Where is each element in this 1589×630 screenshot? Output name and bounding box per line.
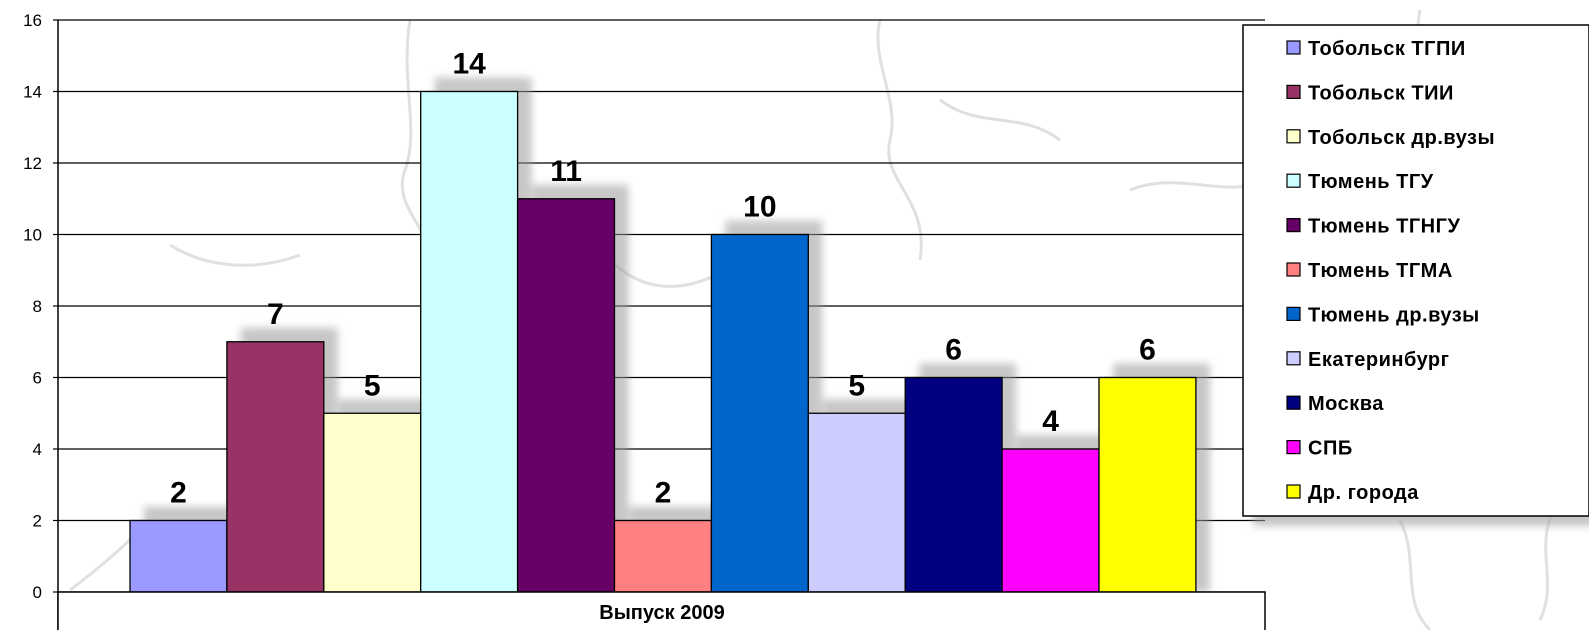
y-tick-label: 8	[33, 297, 42, 316]
legend-label: Тобольск др.вузы	[1308, 127, 1495, 149]
bar-value-label: 11	[550, 155, 582, 188]
legend-swatch	[1286, 306, 1301, 321]
y-tick-label: 4	[33, 440, 42, 459]
bar	[904, 376, 1003, 593]
legend-swatch	[1286, 351, 1301, 366]
x-category-box: Выпуск 2009	[57, 591, 1266, 630]
legend-label: Тобольск ТГПИ	[1308, 38, 1466, 60]
bar-value-label: 2	[170, 477, 187, 510]
y-axis-ticks: 0 2 4 6 8 10 12 14 16	[23, 11, 58, 602]
legend-item: Тюмень ТГМА	[1286, 260, 1453, 282]
legend-item: Тобольск др.вузы	[1286, 127, 1495, 149]
bar	[323, 412, 422, 593]
legend-item: Тюмень др.вузы	[1286, 304, 1480, 326]
bar	[516, 198, 616, 593]
bar-value-label: 6	[945, 334, 962, 367]
bar-value-label: 5	[848, 369, 865, 402]
bar	[1001, 448, 1100, 593]
legend-item: СПБ	[1286, 438, 1353, 460]
bar-value-label: 14	[452, 48, 486, 81]
bar	[613, 519, 713, 593]
y-tick-label: 6	[33, 369, 42, 388]
bar	[710, 233, 809, 593]
legend-item: Екатеринбург	[1286, 349, 1449, 371]
bar-value-label: 4	[1042, 405, 1059, 438]
legend-label: Тобольск ТИИ	[1308, 82, 1454, 104]
legend-swatch	[1286, 484, 1301, 499]
legend-item: Тюмень ТГНГУ	[1286, 216, 1460, 238]
legend-label: СПБ	[1308, 438, 1353, 460]
x-category-label: Выпуск 2009	[599, 602, 724, 624]
y-tick-label: 12	[23, 154, 42, 173]
legend-label: Др. города	[1308, 482, 1419, 504]
legend-swatch	[1286, 218, 1301, 233]
legend-item: Др. города	[1286, 482, 1419, 504]
legend-item: Тобольск ТГПИ	[1286, 38, 1466, 60]
bars	[129, 90, 1197, 593]
bar	[807, 412, 906, 593]
legend-item: Тобольск ТИИ	[1286, 82, 1454, 104]
legend-swatch	[1286, 440, 1301, 455]
bar	[226, 341, 325, 593]
bar-value-label: 2	[655, 477, 672, 510]
bar	[129, 519, 228, 593]
y-tick-label: 16	[23, 11, 42, 30]
y-tick-label: 10	[23, 226, 42, 245]
legend-swatch	[1286, 84, 1301, 100]
legend-item: Москва	[1286, 393, 1384, 415]
data-labels: 2 7 5 14 11 2 10 5 6 4 6	[170, 48, 1156, 510]
bar-value-label: 10	[743, 191, 776, 224]
y-tick-label: 2	[33, 512, 42, 531]
legend: Тобольск ТГПИ Тобольск ТИИ Тобольск др.вуз…	[1242, 24, 1589, 526]
y-tick-label: 14	[23, 83, 42, 102]
bar-value-label: 6	[1139, 334, 1156, 367]
legend-label: Тюмень ТГНГУ	[1308, 216, 1460, 238]
bar	[1098, 376, 1197, 593]
legend-swatch	[1286, 395, 1301, 410]
legend-swatch	[1286, 129, 1301, 144]
legend-label: Москва	[1308, 393, 1384, 415]
legend-label: Тюмень ТГМА	[1308, 260, 1453, 282]
bar-value-label: 7	[267, 298, 284, 331]
legend-label: Тюмень ТГУ	[1308, 171, 1434, 193]
bar	[420, 90, 519, 593]
bar-value-label: 5	[364, 369, 381, 402]
legend-item: Тюмень ТГУ	[1286, 171, 1434, 193]
y-tick-label: 0	[33, 583, 42, 602]
legend-swatch	[1286, 262, 1301, 277]
legend-swatch	[1286, 40, 1301, 55]
legend-swatch	[1286, 173, 1301, 188]
legend-label: Екатеринбург	[1308, 349, 1449, 371]
legend-label: Тюмень др.вузы	[1308, 304, 1480, 326]
